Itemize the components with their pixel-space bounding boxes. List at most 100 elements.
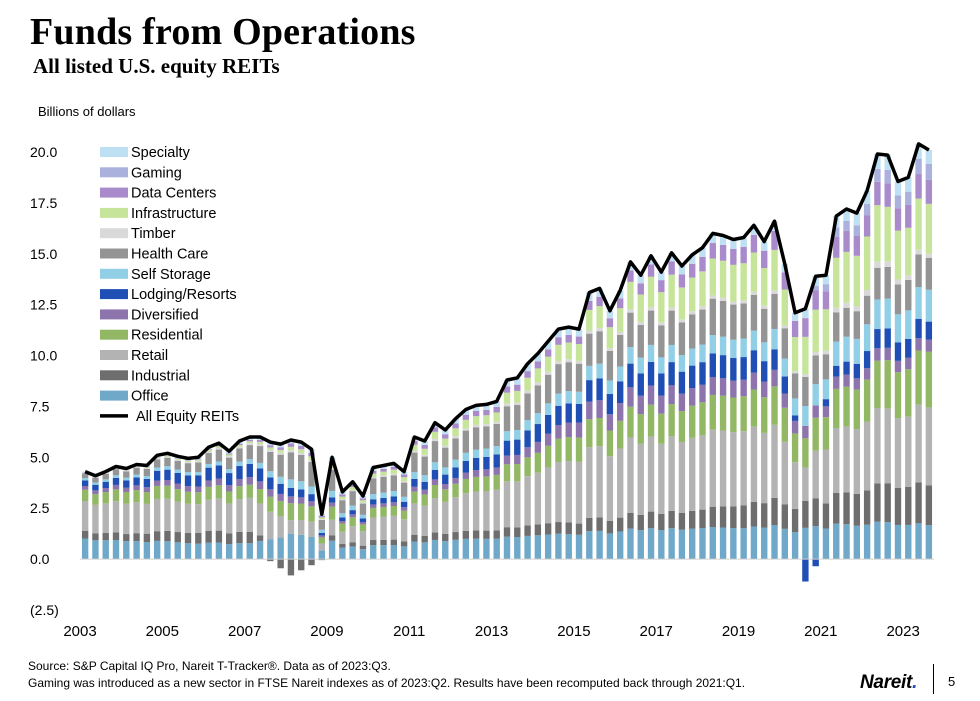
- y-tick-label: 20.0: [30, 144, 57, 160]
- bar-segment-self-storage: [205, 463, 212, 468]
- bar-segment-office: [277, 537, 284, 560]
- bar-segment-lodging-resorts: [462, 460, 470, 473]
- bar-segment-office: [452, 539, 459, 560]
- bar-segment-office: [678, 529, 686, 560]
- bar-segment-data-centers: [668, 261, 675, 275]
- bar-segment-industrial: [339, 544, 346, 548]
- bar-segment-industrial: [400, 541, 408, 547]
- bar-segment-self-storage: [421, 475, 428, 482]
- bar-segment-retail: [750, 426, 758, 502]
- bar-segment-diversified: [81, 486, 89, 490]
- bar-segment-timber: [390, 473, 398, 476]
- bar-segment-diversified: [256, 481, 264, 490]
- bar-segment-health-care: [730, 304, 737, 340]
- bar-segment-timber: [565, 359, 572, 363]
- bar-segment-industrial: [575, 523, 583, 535]
- bar-segment-office: [781, 528, 788, 560]
- bar-segment-gaming: [833, 227, 840, 237]
- bar-segment-gaming: [894, 195, 902, 209]
- bar-segment-retail: [215, 498, 223, 531]
- bar-segment-residential: [236, 486, 243, 500]
- bar-segment-health-care: [884, 266, 891, 299]
- bar-segment-lodging-resorts: [370, 499, 377, 505]
- bar-segment-diversified: [400, 507, 408, 511]
- bar-segment-diversified: [123, 487, 130, 492]
- legend-swatch: [100, 289, 128, 300]
- bar-segment-data-centers: [905, 204, 912, 228]
- bar-segment-lodging-resorts: [740, 357, 747, 380]
- bar-segment-data-centers: [452, 423, 459, 429]
- bar-segment-retail: [123, 503, 130, 535]
- bar-segment-industrial: [863, 490, 871, 525]
- bar-segment-industrial: [668, 510, 675, 529]
- bar-segment-health-care: [586, 333, 593, 366]
- bar-segment-office: [565, 534, 572, 560]
- bar-segment-lodging-resorts: [215, 465, 223, 479]
- bar-segment-gaming: [843, 220, 850, 231]
- bar-segment-industrial: [277, 559, 284, 569]
- bar-segment-specialty: [524, 363, 531, 372]
- legend-item-health-care: Health Care: [100, 247, 208, 263]
- bar-segment-residential: [534, 452, 542, 473]
- legend-label: Retail: [131, 348, 168, 364]
- bar-segment-retail: [575, 461, 583, 524]
- bar-segment-data-centers: [256, 440, 264, 442]
- bar-segment-health-care: [791, 373, 799, 399]
- bar-segment-self-storage: [143, 475, 151, 479]
- bar-segment-diversified: [822, 406, 830, 418]
- bar-segment-lodging-resorts: [606, 394, 614, 415]
- bar-segment-retail: [740, 431, 747, 506]
- bar-segment-lodging-resorts: [195, 475, 202, 487]
- bar-segment-infrastructure: [699, 271, 706, 307]
- bar-segment-diversified: [390, 502, 398, 507]
- quarter-bar-stack: [164, 453, 171, 560]
- bar-segment-infrastructure: [606, 327, 614, 349]
- bar-segment-office: [761, 527, 768, 560]
- quarter-bar-stack: [400, 471, 408, 560]
- bar-segment-infrastructure: [411, 444, 418, 451]
- bar-segment-health-care: [267, 451, 274, 472]
- bar-segment-diversified: [719, 378, 727, 396]
- bar-segment-retail: [689, 437, 696, 511]
- bar-segment-office: [647, 528, 655, 560]
- bar-segment-infrastructure: [431, 431, 439, 439]
- bar-segment-industrial: [627, 512, 634, 529]
- bar-segment-office: [802, 527, 809, 560]
- bar-segment-residential: [524, 457, 531, 477]
- bar-segment-timber: [863, 289, 871, 296]
- bar-segment-lodging-resorts: [380, 497, 387, 504]
- bar-segment-self-storage: [349, 505, 356, 511]
- page-number: 5: [948, 674, 956, 689]
- bar-segment-diversified: [616, 403, 624, 421]
- bar-segment-health-care: [164, 457, 171, 467]
- bar-segment-office: [339, 547, 346, 560]
- bar-segment-residential: [195, 492, 202, 505]
- bar-segment-residential: [719, 395, 727, 431]
- bar-segment-data-centers: [442, 434, 449, 439]
- bar-segment-diversified: [905, 357, 912, 370]
- quarter-bar-stack: [874, 154, 881, 560]
- bar-segment-lodging-resorts: [853, 363, 861, 379]
- bar-segment-industrial: [781, 504, 788, 529]
- bar-segment-self-storage: [308, 486, 315, 495]
- bar-segment-data-centers: [246, 439, 253, 442]
- quarter-bar-stack: [195, 457, 202, 560]
- bar-segment-industrial: [853, 493, 861, 526]
- bar-segment-retail: [92, 504, 99, 534]
- bar-segment-lodging-resorts: [822, 399, 830, 407]
- bar-segment-health-care: [328, 469, 336, 491]
- bar-segment-health-care: [555, 364, 562, 394]
- bar-segment-timber: [771, 290, 778, 294]
- bar-segment-health-care: [431, 441, 439, 463]
- legend-label: Gaming: [131, 165, 182, 181]
- bar-segment-retail: [236, 499, 243, 532]
- bar-segment-industrial: [771, 497, 778, 525]
- quarter-bar-stack: [452, 418, 459, 560]
- bar-segment-retail: [431, 498, 439, 533]
- bar-segment-data-centers: [812, 290, 819, 310]
- bar-segment-lodging-resorts: [493, 454, 500, 468]
- bar-segment-self-storage: [370, 494, 377, 500]
- bar-segment-industrial: [524, 525, 531, 536]
- bar-segment-diversified: [205, 480, 212, 487]
- bar-segment-residential: [81, 489, 89, 502]
